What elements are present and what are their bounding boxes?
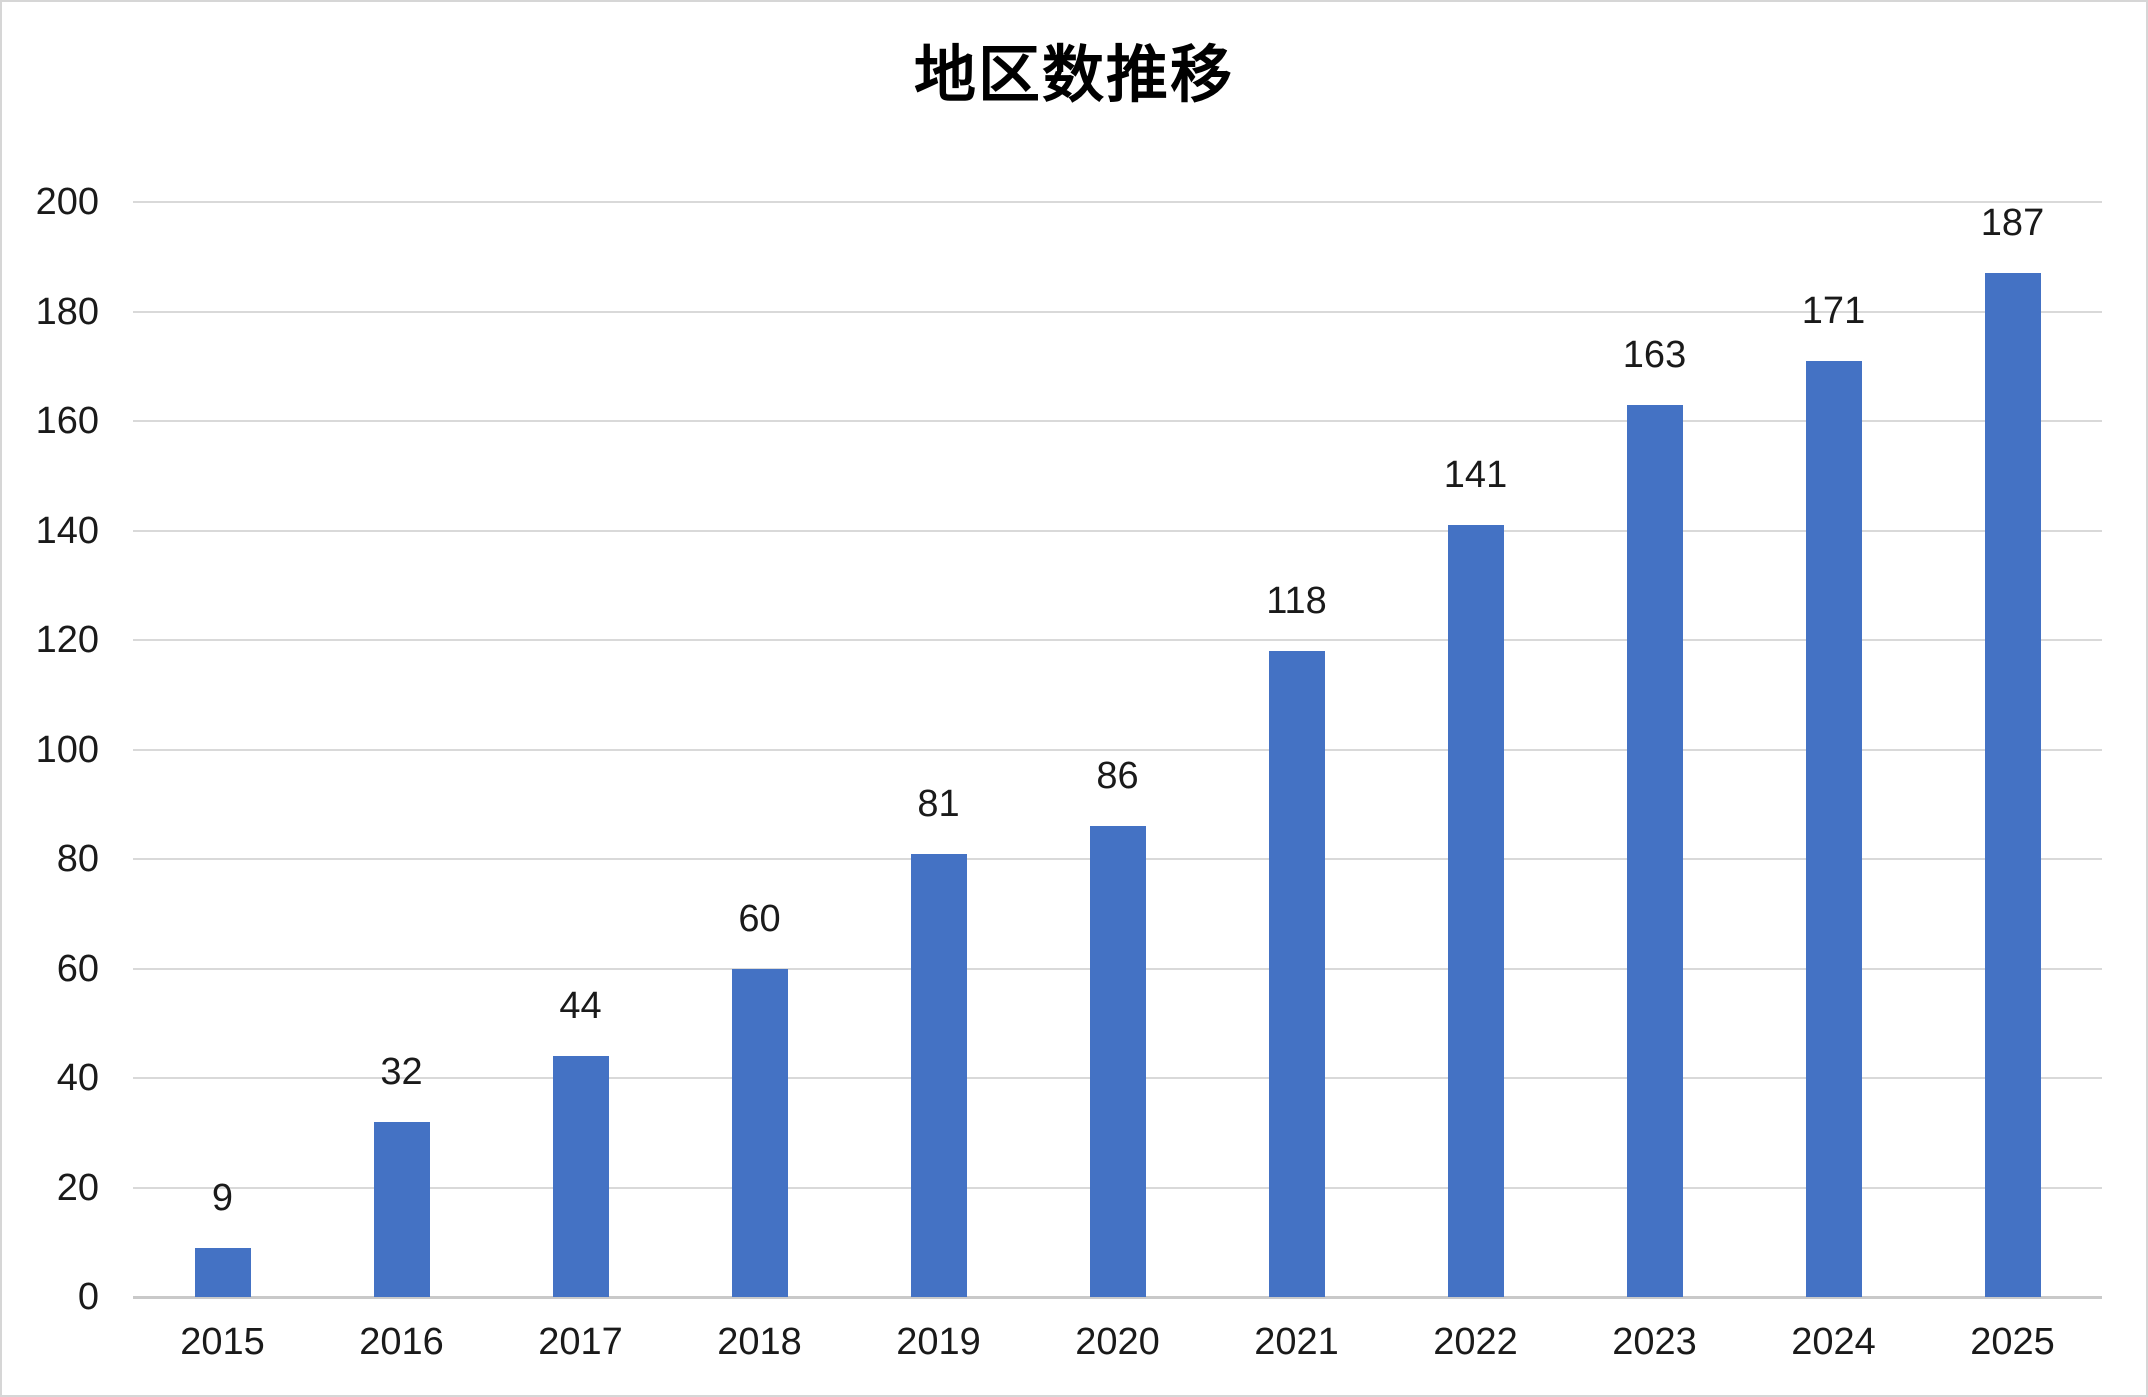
x-tick-label: 2015 xyxy=(180,1321,265,1363)
x-axis-line xyxy=(133,1296,2102,1299)
bar-value-label: 32 xyxy=(380,1050,423,1093)
bar-value-label: 187 xyxy=(1980,202,2045,245)
x-tick-label: 2022 xyxy=(1433,1321,1518,1363)
bar-value-label: 44 xyxy=(559,985,602,1028)
bar-value-label: 171 xyxy=(1801,289,1866,332)
bar-2023 xyxy=(1626,404,1683,1297)
x-tick-label: 2021 xyxy=(1254,1321,1339,1363)
chart-title: 地区数推移 xyxy=(913,41,1234,110)
x-tick-label: 2023 xyxy=(1612,1321,1697,1363)
y-tick-label: 40 xyxy=(56,1057,99,1099)
bar-2019 xyxy=(910,853,967,1297)
x-tick-label: 2020 xyxy=(1075,1321,1160,1363)
bar-2022 xyxy=(1447,525,1504,1297)
gridline xyxy=(133,639,2102,641)
bar-value-label: 141 xyxy=(1443,454,1508,497)
bar-2015 xyxy=(194,1247,251,1297)
y-tick-label: 160 xyxy=(35,400,99,442)
bar-2020 xyxy=(1089,826,1146,1297)
bar-2024 xyxy=(1805,360,1862,1297)
x-tick-label: 2018 xyxy=(717,1321,802,1363)
y-tick-label: 20 xyxy=(56,1166,99,1209)
gridline xyxy=(133,748,2102,751)
gridline xyxy=(133,529,2102,532)
bar-value-label: 81 xyxy=(917,782,960,825)
bar-value-label: 86 xyxy=(1096,755,1139,798)
gridline xyxy=(133,201,2102,203)
bar-2017 xyxy=(552,1056,609,1297)
x-tick-label: 2019 xyxy=(896,1321,981,1363)
bar-2025 xyxy=(1984,273,2041,1297)
x-tick-label: 2016 xyxy=(359,1321,444,1363)
y-tick-label: 180 xyxy=(35,290,99,333)
y-tick-label: 200 xyxy=(35,181,99,223)
y-tick-label: 60 xyxy=(56,947,99,990)
y-tick-label: 120 xyxy=(35,619,99,661)
bar-2021 xyxy=(1268,650,1325,1297)
bar-2018 xyxy=(731,968,788,1297)
x-tick-label: 2025 xyxy=(1970,1321,2055,1363)
y-tick-label: 140 xyxy=(35,509,99,552)
bar-2016 xyxy=(373,1121,430,1297)
x-tick-label: 2017 xyxy=(538,1321,623,1363)
y-tick-label: 100 xyxy=(35,728,99,771)
plot-area xyxy=(133,201,2102,1299)
y-tick-label: 80 xyxy=(56,838,99,880)
bar-value-label: 9 xyxy=(211,1176,234,1219)
x-tick-label: 2024 xyxy=(1791,1321,1876,1363)
bar-value-label: 60 xyxy=(738,897,781,940)
y-tick-label: 0 xyxy=(77,1276,99,1318)
bar-value-label: 118 xyxy=(1266,579,1327,622)
gridline xyxy=(133,310,2102,313)
gridline xyxy=(133,420,2102,422)
bar-value-label: 163 xyxy=(1622,333,1687,376)
